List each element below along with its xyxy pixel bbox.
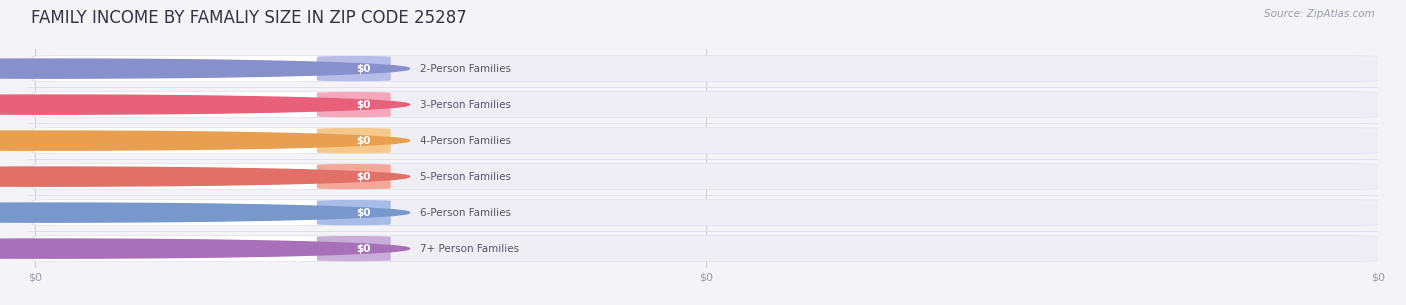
Text: $0: $0	[357, 64, 371, 74]
FancyBboxPatch shape	[32, 128, 1378, 153]
Text: 5-Person Families: 5-Person Families	[420, 172, 512, 181]
FancyBboxPatch shape	[316, 56, 391, 81]
Text: 2-Person Families: 2-Person Families	[420, 64, 512, 74]
FancyBboxPatch shape	[316, 128, 391, 153]
FancyBboxPatch shape	[32, 91, 1378, 118]
FancyBboxPatch shape	[35, 92, 323, 117]
Text: $0: $0	[357, 136, 371, 145]
Text: 3-Person Families: 3-Person Families	[420, 100, 512, 109]
FancyBboxPatch shape	[32, 236, 1378, 261]
Text: 4-Person Families: 4-Person Families	[420, 136, 512, 145]
FancyBboxPatch shape	[35, 164, 323, 189]
FancyBboxPatch shape	[32, 164, 1378, 189]
Text: $0: $0	[357, 100, 371, 109]
FancyBboxPatch shape	[316, 200, 391, 225]
FancyBboxPatch shape	[32, 199, 1378, 226]
FancyBboxPatch shape	[32, 56, 1378, 81]
FancyBboxPatch shape	[35, 56, 323, 81]
Text: $0: $0	[357, 208, 371, 217]
Circle shape	[0, 239, 409, 258]
FancyBboxPatch shape	[32, 200, 1378, 225]
FancyBboxPatch shape	[32, 92, 1378, 117]
Circle shape	[0, 203, 409, 222]
Circle shape	[0, 95, 409, 114]
Text: 7+ Person Families: 7+ Person Families	[420, 244, 519, 253]
FancyBboxPatch shape	[316, 92, 391, 117]
FancyBboxPatch shape	[35, 236, 323, 261]
FancyBboxPatch shape	[32, 55, 1378, 82]
FancyBboxPatch shape	[316, 164, 391, 189]
FancyBboxPatch shape	[32, 127, 1378, 154]
FancyBboxPatch shape	[316, 236, 391, 261]
Circle shape	[0, 59, 409, 78]
FancyBboxPatch shape	[35, 200, 323, 225]
Circle shape	[0, 131, 409, 150]
Circle shape	[0, 167, 409, 186]
Text: 6-Person Families: 6-Person Families	[420, 208, 512, 217]
Text: $0: $0	[357, 172, 371, 181]
Text: $0: $0	[357, 244, 371, 253]
Text: Source: ZipAtlas.com: Source: ZipAtlas.com	[1264, 9, 1375, 19]
FancyBboxPatch shape	[32, 163, 1378, 190]
FancyBboxPatch shape	[35, 128, 323, 153]
FancyBboxPatch shape	[32, 235, 1378, 262]
Text: FAMILY INCOME BY FAMALIY SIZE IN ZIP CODE 25287: FAMILY INCOME BY FAMALIY SIZE IN ZIP COD…	[31, 9, 467, 27]
